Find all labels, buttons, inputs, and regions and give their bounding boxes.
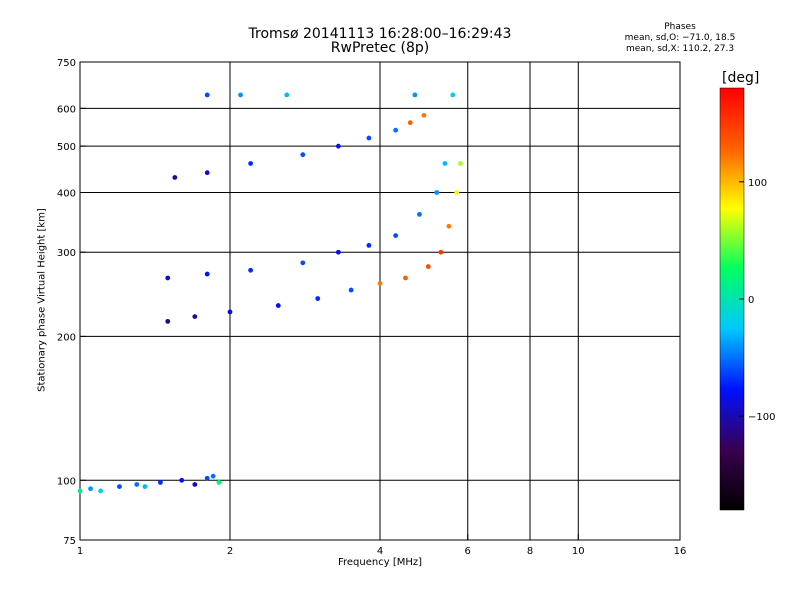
y-tick-label: 100 [57,476,76,487]
data-point [335,143,341,149]
x-tick-label: 10 [572,546,585,557]
phase-stats-title: Phases [664,22,696,32]
colorbar-tick-label: −100 [748,412,775,423]
data-point [421,112,427,118]
data-point [134,482,140,487]
data-point [412,92,418,98]
colorbar-tick-label: 100 [748,178,767,189]
data-point [165,275,171,281]
data-point [210,473,216,479]
colorbar-unit-label: [deg] [722,70,760,86]
data-point [172,175,178,180]
chart-title: Tromsø 20141113 16:28:00–16:29:43 [248,26,512,42]
y-tick-label: 300 [57,248,76,259]
x-tick-label: 4 [377,546,383,557]
data-point [284,92,290,98]
y-tick-label: 500 [57,142,76,153]
data-point [165,318,171,324]
data-point [192,314,198,320]
x-axis-label: Frequency [MHz] [337,557,423,568]
data-point [227,309,233,315]
data-point [158,479,163,485]
data-point [204,271,210,277]
data-point [117,484,122,490]
data-point [434,190,440,195]
x-tick-label: 1 [77,546,83,557]
phase-stats: Phases mean, sd,O: −71.0, 18.5 mean, sd,… [590,22,770,55]
y-tick-label: 400 [57,188,76,199]
y-tick-label: 75 [63,536,76,547]
data-point [77,488,83,494]
data-point [248,267,254,273]
data-point [403,275,408,281]
data-point [393,127,399,133]
data-point [204,92,210,98]
data-point [366,243,372,248]
x-tick-label: 8 [527,546,533,557]
data-point [438,249,444,255]
data-point [300,152,306,158]
data-point [450,92,456,98]
y-tick-label: 600 [57,104,76,115]
data-point [377,281,383,286]
data-point [446,223,452,229]
chart-subtitle: RwPretec (8p) [330,40,430,56]
data-point [407,120,413,126]
data-point [142,484,148,490]
data-point [216,479,222,485]
data-point [88,486,93,492]
colorbar-tick-label: 0 [748,295,754,306]
x-tick-label: 2 [227,546,233,557]
data-point [425,264,431,269]
y-tick-label: 200 [57,332,76,343]
data-point [300,260,306,266]
y-axis-label: Stationary phase Virtual Height [km] [36,208,48,392]
data-point [442,161,448,166]
y-tick-label: 750 [57,58,76,69]
phase-stats-x: mean, sd,X: 110.2, 27.3 [625,44,735,54]
data-point [238,92,243,98]
data-point [248,161,254,166]
data-point [393,233,399,238]
data-point [179,477,185,483]
phase-stats-o: mean, sd,O: −71.0, 18.5 [624,33,736,43]
data-point [315,296,321,301]
data-point [204,170,210,176]
data-point [204,475,210,481]
x-tick-label: 6 [465,546,471,557]
data-point [458,161,463,166]
data-point [348,287,354,293]
data-point [98,488,104,494]
data-point [335,249,341,255]
data-point [275,303,281,308]
data-point [366,135,372,141]
data-point [454,190,460,195]
data-point [192,482,198,487]
data-point [417,211,422,217]
x-tick-label: 16 [674,546,687,557]
